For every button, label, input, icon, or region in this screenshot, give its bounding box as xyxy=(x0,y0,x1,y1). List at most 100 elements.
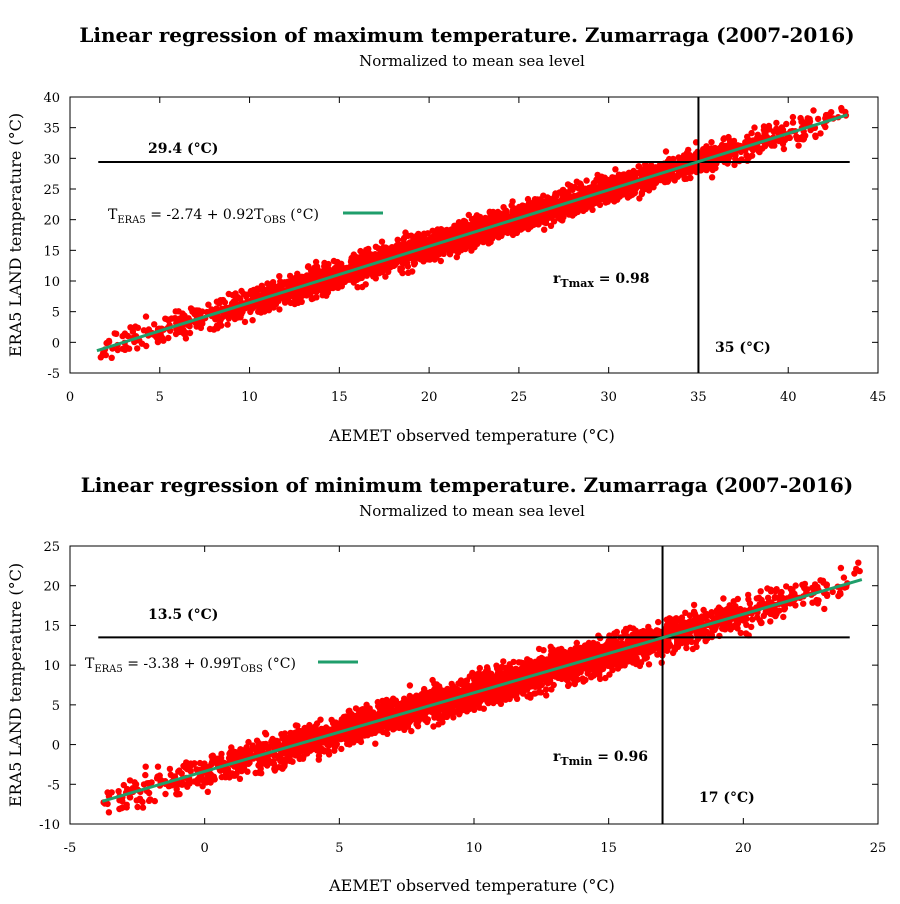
data-point xyxy=(444,228,450,234)
data-point xyxy=(112,330,118,336)
data-point xyxy=(173,308,179,314)
data-point xyxy=(249,317,255,323)
y-axis-label: ERA5 LAND temperature (°C) xyxy=(6,113,25,357)
data-point xyxy=(375,268,381,274)
data-point xyxy=(339,283,345,289)
data-point xyxy=(405,233,411,239)
data-point xyxy=(646,661,652,667)
data-point xyxy=(379,239,385,245)
y-tick-label: -5 xyxy=(47,367,60,382)
regression-equation: TERA5 = -2.74 + 0.92TOBS (°C) xyxy=(108,207,319,226)
data-point xyxy=(489,233,495,239)
data-point xyxy=(176,329,182,335)
data-point xyxy=(597,196,603,202)
data-point xyxy=(263,303,269,309)
x-tick-label: 10 xyxy=(241,390,258,405)
data-point xyxy=(292,275,298,281)
data-point xyxy=(406,242,412,248)
data-point xyxy=(559,217,565,223)
data-point xyxy=(389,250,395,256)
data-point xyxy=(334,259,340,265)
data-point xyxy=(126,346,132,352)
y-tick-label: 25 xyxy=(43,183,60,198)
data-point xyxy=(821,606,827,612)
data-point xyxy=(470,238,476,244)
data-point xyxy=(481,706,487,712)
data-point xyxy=(183,330,189,336)
data-point xyxy=(683,645,689,651)
data-point xyxy=(142,772,148,778)
data-point xyxy=(755,132,761,138)
data-point xyxy=(528,217,534,223)
data-point xyxy=(663,148,669,154)
data-point xyxy=(429,228,435,234)
data-point xyxy=(385,269,391,275)
data-point xyxy=(708,139,714,145)
x-tick-label: 5 xyxy=(156,390,164,405)
data-point xyxy=(379,249,385,255)
data-point xyxy=(574,179,580,185)
y-tick-label: 40 xyxy=(43,91,60,106)
chart-title: Linear regression of minimum temperature… xyxy=(81,473,854,497)
data-point xyxy=(632,170,638,176)
data-point xyxy=(594,172,600,178)
data-point xyxy=(691,602,697,608)
data-point xyxy=(130,329,136,335)
data-point xyxy=(364,255,370,261)
data-point xyxy=(501,225,507,231)
data-point xyxy=(636,195,642,201)
data-point xyxy=(783,121,789,127)
data-point xyxy=(160,338,166,344)
data-point xyxy=(720,595,726,601)
data-point xyxy=(167,766,173,772)
data-point xyxy=(781,146,787,152)
data-point xyxy=(812,134,818,140)
data-point xyxy=(681,176,687,182)
data-point xyxy=(792,602,798,608)
data-point xyxy=(541,227,547,233)
data-point xyxy=(98,354,104,360)
data-point xyxy=(214,299,220,305)
data-point xyxy=(855,560,861,566)
data-point xyxy=(708,150,714,156)
data-point xyxy=(815,116,821,122)
data-point xyxy=(539,201,545,207)
data-point xyxy=(767,618,773,624)
x-tick-label: 25 xyxy=(511,390,528,405)
data-point xyxy=(702,166,708,172)
data-point xyxy=(438,258,444,264)
data-point xyxy=(447,249,453,255)
data-point xyxy=(409,268,415,274)
data-point xyxy=(422,256,428,262)
data-point xyxy=(315,271,321,277)
data-point xyxy=(519,207,525,213)
correlation-label: rTmax = 0.98 xyxy=(553,271,649,290)
data-point xyxy=(621,174,627,180)
data-point xyxy=(198,325,204,331)
data-point xyxy=(116,806,122,812)
data-point xyxy=(612,166,618,172)
data-point xyxy=(453,223,459,229)
data-point xyxy=(605,177,611,183)
data-point xyxy=(431,234,437,240)
data-point xyxy=(642,186,648,192)
data-point xyxy=(354,277,360,283)
data-point xyxy=(764,585,770,591)
x-axis-label: AEMET observed temperature (°C) xyxy=(328,426,615,445)
data-point xyxy=(313,259,319,265)
data-point xyxy=(800,601,806,607)
data-point xyxy=(750,147,756,153)
data-point xyxy=(238,288,244,294)
data-point xyxy=(569,212,575,218)
data-point xyxy=(683,155,689,161)
data-point xyxy=(363,247,369,253)
data-point xyxy=(491,210,497,216)
data-point xyxy=(214,322,220,328)
data-point xyxy=(613,196,619,202)
data-point xyxy=(106,339,112,345)
y-tick-label: 0 xyxy=(52,336,60,351)
data-point xyxy=(690,154,696,160)
y-tick-label: 5 xyxy=(52,306,60,321)
data-point xyxy=(282,280,288,286)
